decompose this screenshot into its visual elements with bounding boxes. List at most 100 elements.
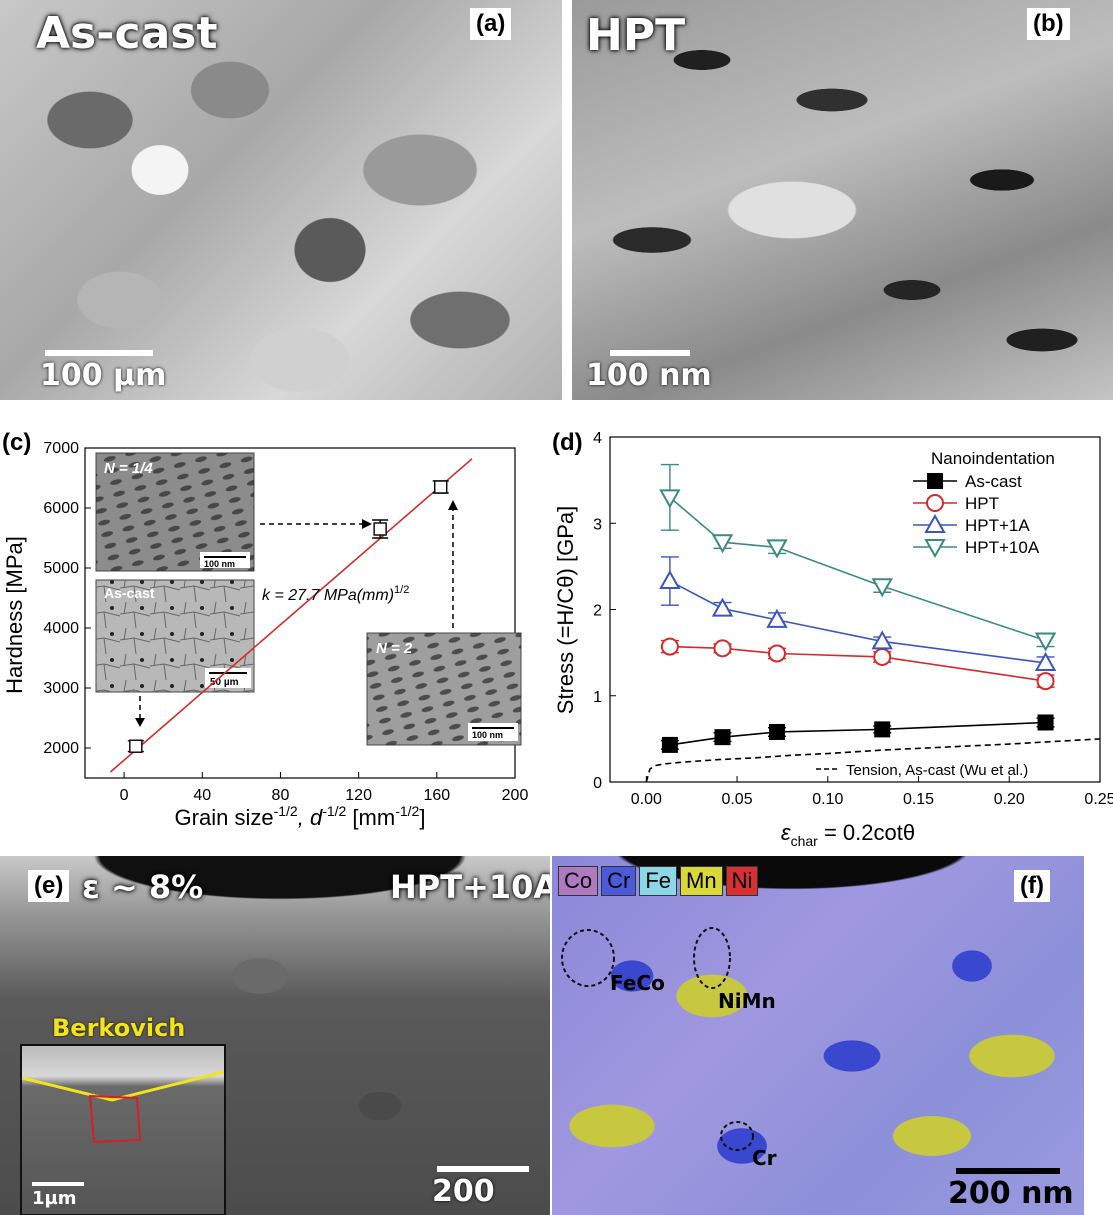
panel-e-title: HPT+10A <box>390 868 550 906</box>
inset-as-cast: As-cast 50 µm <box>95 579 255 693</box>
inset-scale-text: 1µm <box>32 1188 77 1209</box>
x-tick-label: 200 <box>502 787 529 804</box>
element-chip-cr: Cr <box>601 866 637 896</box>
inset-as-cast-label: As-cast <box>104 585 155 601</box>
fit-line <box>109 458 473 773</box>
panel-d-xlabel: εchar = 0.2cotθ <box>781 820 915 849</box>
panel-e-scale-bar <box>437 1166 529 1172</box>
data-point <box>1037 714 1054 731</box>
data-point <box>767 644 786 663</box>
element-chip-fe: Fe <box>639 866 678 896</box>
panel-a-scale-bar <box>45 350 153 356</box>
x-tick-label: 80 <box>272 787 290 804</box>
data-point <box>766 608 788 628</box>
data-point <box>434 480 448 494</box>
data-point <box>766 539 788 559</box>
y-tick-label: 5000 <box>43 560 79 577</box>
inset-n-two-scale: 100 nm <box>472 730 503 740</box>
inset-n-two-label: N = 2 <box>376 640 413 657</box>
data-point <box>871 578 893 598</box>
panel-d-letter: (d) <box>552 429 583 456</box>
panel-c-chart: (c) 0 40 80 120 160 200 2000 3000 4000 5000 6000 70… <box>2 429 529 830</box>
y-tick-label: 2000 <box>43 740 79 757</box>
region-nimn: NiMn <box>718 989 776 1013</box>
data-point <box>660 637 679 656</box>
panel-a-micrograph: As-cast (a) 100 µm <box>0 0 562 400</box>
x-tick-label: 0.10 <box>812 791 843 808</box>
y-tick-label: 3 <box>593 516 602 533</box>
panel-e-strain: ε ~ 8% <box>82 868 204 906</box>
legend-label: HPT+1A <box>965 516 1030 535</box>
element-legend: Co Cr Fe Mn Ni <box>558 866 761 896</box>
legend-title: Nanoindentation <box>931 449 1055 468</box>
legend-marker <box>927 473 943 489</box>
data-point <box>1034 632 1057 652</box>
legend-label: HPT+10A <box>965 538 1040 557</box>
panel-f-letter: (f) <box>1014 870 1050 902</box>
y-tick-label: 4 <box>593 430 602 447</box>
y-tick-label: 3000 <box>43 680 79 697</box>
panel-f-scale-text: 200 nm <box>948 1176 1074 1211</box>
element-chip-mn: Mn <box>680 866 723 896</box>
y-tick-label: 0 <box>593 775 602 792</box>
data-point <box>873 647 892 666</box>
legend-label: HPT <box>965 494 999 513</box>
panel-f-eds-map: Co Cr Fe Mn Ni (f) FeCo NiMn Cr 200 nm <box>552 856 1084 1215</box>
data-point <box>871 630 893 650</box>
data-point <box>1034 651 1057 671</box>
inset-n-two: N = 2 100 nm <box>366 632 522 746</box>
panel-e-letter: (e) <box>28 870 70 902</box>
data-point <box>659 569 681 590</box>
panel-b-scale-bar <box>610 350 690 356</box>
data-point <box>711 597 734 617</box>
element-chip-co: Co <box>558 866 599 896</box>
legend-marker <box>924 539 946 559</box>
inset-arrows <box>139 508 454 720</box>
data-point <box>714 729 731 746</box>
panel-a-title: As-cast <box>36 8 218 59</box>
panel-c-xlabel: Grain size-1/2, d-1/2 [mm-1/2] <box>175 803 426 830</box>
region-feco: FeCo <box>610 971 665 995</box>
legend-marker <box>924 513 946 533</box>
legend-label: As-cast <box>965 472 1022 491</box>
data-point <box>373 522 387 536</box>
x-tick-label: 0 <box>120 787 129 804</box>
panel-c-letter: (c) <box>2 429 31 456</box>
panel-b-scale-text: 100 nm <box>586 358 712 393</box>
x-tick-label: 40 <box>193 787 211 804</box>
panel-b-letter: (b) <box>1027 8 1070 40</box>
data-point <box>713 639 732 658</box>
panel-d-ylabel: Stress (=H/Cθ) [GPa] <box>553 506 578 714</box>
panel-a-scale-text: 100 µm <box>40 358 167 393</box>
data-point <box>659 489 681 509</box>
x-tick-label: 120 <box>345 787 372 804</box>
y-tick-label: 6000 <box>43 500 79 517</box>
y-tick-label: 1 <box>593 689 602 706</box>
x-tick-label: 0.05 <box>721 791 752 808</box>
region-cr: Cr <box>752 1146 777 1170</box>
panel-d-chart: (d) 0.00 0.05 0.10 0.15 0.20 0.25 0 1 2 3 4 Nanoin… <box>552 429 1113 849</box>
data-point <box>1036 672 1055 691</box>
y-tick-label: 4000 <box>43 620 79 637</box>
inset-n-quarter-label: N = 1/4 <box>104 460 153 477</box>
panel-a-letter: (a) <box>470 8 512 40</box>
data-point <box>129 739 143 753</box>
x-tick-label: 0.00 <box>631 791 662 808</box>
element-chip-ni: Ni <box>725 866 759 896</box>
panel-f-scale-bar <box>956 1168 1060 1174</box>
berkovich-inset: 1µm <box>20 1044 226 1215</box>
inset-n-quarter: N = 1/4 100 nm <box>95 452 255 572</box>
panel-e-scale-text: 200 nm <box>432 1174 495 1215</box>
data-point <box>768 723 785 740</box>
x-tick-label: 160 <box>423 787 450 804</box>
legend-marker <box>926 494 944 512</box>
panel-b-title: HPT <box>586 10 686 61</box>
y-tick-label: 7000 <box>43 440 79 457</box>
x-tick-label: 0.25 <box>1084 791 1113 808</box>
panel-e-micrograph: (e) ε ~ 8% HPT+10A 1µm Berkovich 200 nm <box>0 856 550 1215</box>
tension-curve <box>645 738 1101 783</box>
x-tick-label: 0.15 <box>903 791 934 808</box>
panel-c-frame <box>84 447 516 779</box>
y-tick-label: 2 <box>593 603 602 620</box>
inset-as-cast-scale: 50 µm <box>210 677 239 688</box>
